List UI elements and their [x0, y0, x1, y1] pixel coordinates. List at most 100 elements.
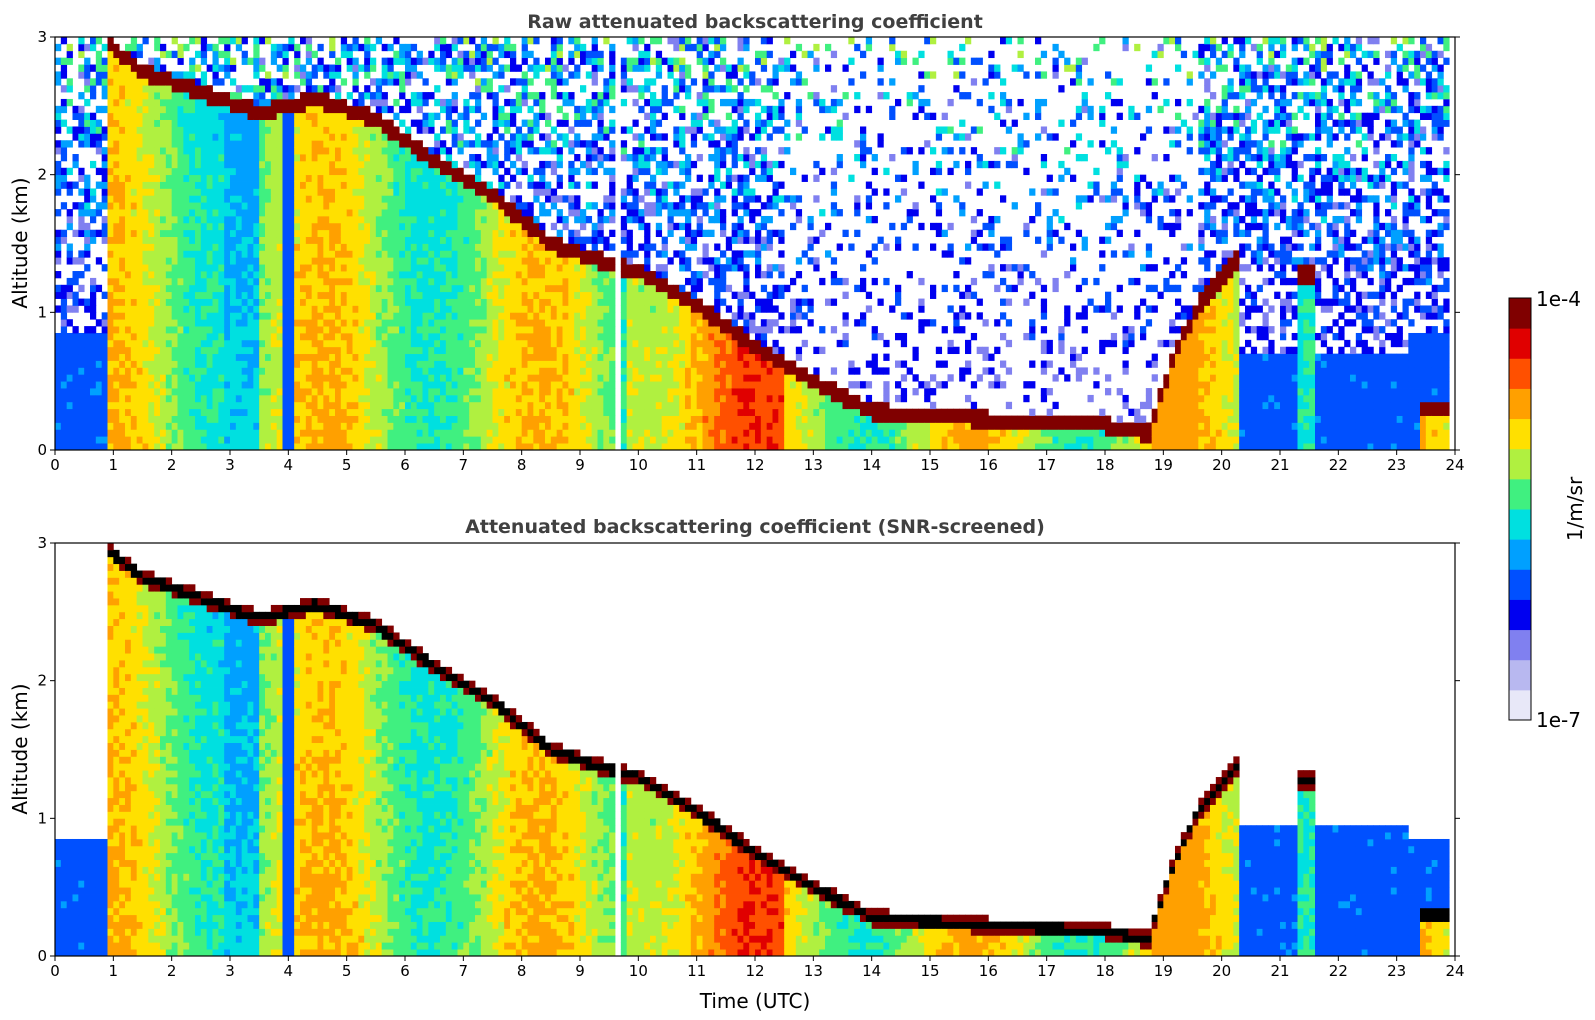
heatmap-cell — [504, 374, 511, 382]
heatmap-cell — [311, 243, 318, 251]
heatmap-cell — [486, 215, 493, 224]
heatmap-cell — [265, 71, 272, 79]
heatmap-cell — [177, 147, 184, 155]
heatmap-cell — [206, 222, 213, 231]
heatmap-cell — [428, 195, 435, 203]
heatmap-cell — [510, 394, 517, 403]
heatmap-cell — [416, 353, 423, 361]
heatmap-cell — [107, 422, 114, 430]
heatmap-cell — [603, 85, 610, 93]
heatmap-cell — [113, 394, 120, 403]
heatmap-cell — [300, 394, 307, 403]
heatmap-cell — [282, 339, 289, 348]
heatmap-cell — [335, 284, 342, 293]
heatmap-cell — [125, 71, 132, 79]
heatmap-cell — [387, 422, 394, 430]
heatmap-cell — [125, 422, 132, 430]
heatmap-cell — [504, 126, 511, 134]
heatmap-cell — [148, 188, 155, 196]
heatmap-cell — [375, 209, 383, 217]
heatmap-cell — [224, 236, 231, 244]
heatmap-cell — [200, 298, 208, 306]
heatmap-cell — [294, 429, 301, 437]
heatmap-cell — [300, 381, 307, 389]
heatmap-cell — [72, 154, 79, 162]
heatmap-cell — [480, 195, 488, 203]
heatmap-cell — [305, 312, 313, 320]
heatmap-cell — [282, 443, 289, 450]
heatmap-cell — [177, 236, 184, 244]
heatmap-cell — [130, 50, 138, 59]
heatmap-cell — [276, 64, 283, 72]
heatmap-cell — [305, 215, 313, 224]
heatmap-cell — [154, 401, 161, 410]
heatmap-cell — [311, 112, 318, 120]
heatmap-cell — [457, 277, 464, 286]
heatmap-cell — [381, 332, 388, 341]
heatmap-cell — [527, 264, 534, 272]
heatmap-cell — [358, 346, 365, 355]
heatmap-cell — [78, 222, 85, 231]
heatmap-cell — [259, 284, 266, 293]
heatmap-cell — [399, 147, 406, 155]
heatmap-cell — [235, 92, 243, 100]
heatmap-cell — [370, 167, 377, 176]
heatmap-cell — [253, 326, 260, 334]
heatmap-cell — [556, 257, 563, 265]
heatmap-cell — [492, 415, 499, 423]
heatmap-cell — [399, 353, 406, 361]
heatmap-cell — [119, 147, 126, 155]
heatmap-cell — [492, 57, 499, 65]
heatmap-cell — [515, 401, 523, 410]
heatmap-cell — [445, 222, 453, 231]
heatmap-cell — [370, 436, 377, 444]
heatmap-cell — [498, 50, 505, 59]
heatmap-cell — [259, 415, 266, 423]
heatmap-cell — [399, 215, 406, 224]
heatmap-cell — [545, 160, 552, 169]
heatmap-cell — [393, 408, 400, 416]
heatmap-cell — [171, 78, 178, 86]
heatmap-cell — [130, 257, 138, 265]
heatmap-cell — [119, 367, 126, 375]
heatmap-cell — [463, 243, 470, 251]
heatmap-cell — [125, 202, 132, 210]
heatmap-cell — [381, 140, 388, 148]
heatmap-cell — [603, 429, 610, 437]
heatmap-cell — [445, 346, 453, 355]
heatmap-cell — [270, 181, 278, 189]
heatmap-cell — [90, 209, 97, 217]
heatmap-cell — [206, 92, 213, 100]
heatmap-cell — [107, 277, 114, 286]
heatmap-cell — [364, 408, 371, 416]
heatmap-cell — [550, 436, 558, 444]
heatmap-cell — [562, 64, 569, 72]
heatmap-cell — [288, 154, 295, 162]
heatmap-cell — [72, 436, 79, 444]
heatmap-cell — [195, 160, 202, 169]
heatmap-cell — [142, 112, 149, 120]
heatmap-cell — [177, 160, 184, 169]
heatmap-cell — [434, 374, 441, 382]
heatmap-cell — [533, 112, 540, 120]
heatmap-cell — [136, 215, 143, 224]
heatmap-cell — [160, 346, 167, 355]
heatmap-cell — [160, 64, 167, 72]
heatmap-cell — [475, 195, 482, 203]
heatmap-cell — [78, 37, 85, 45]
heatmap-cell — [288, 284, 295, 293]
heatmap-cell — [603, 271, 610, 279]
heatmap-cell — [451, 160, 458, 169]
heatmap-cell — [241, 105, 248, 114]
heatmap-cell — [492, 250, 499, 258]
heatmap-cell — [136, 408, 143, 416]
heatmap-cell — [504, 326, 511, 334]
heatmap-cell — [90, 229, 97, 238]
heatmap-cell — [597, 429, 604, 437]
heatmap-cell — [235, 250, 243, 258]
heatmap-cell — [387, 202, 394, 210]
heatmap-cell — [381, 339, 388, 348]
heatmap-cell — [504, 222, 511, 231]
heatmap-cell — [393, 243, 400, 251]
heatmap-cell — [230, 353, 237, 361]
